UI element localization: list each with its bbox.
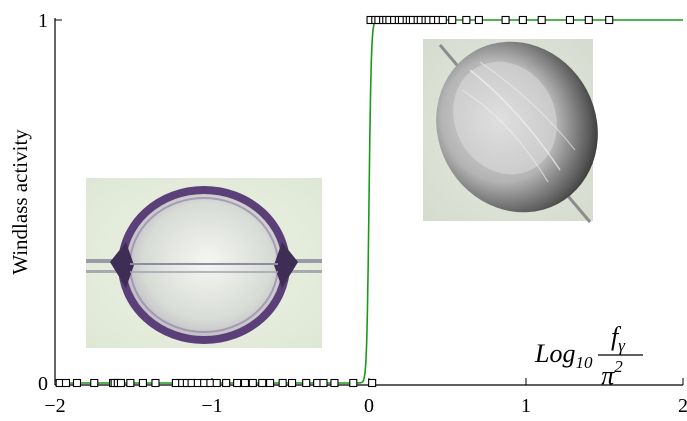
data-point xyxy=(240,378,250,388)
x-tick-label: 2 xyxy=(678,395,687,417)
data-point xyxy=(462,15,471,25)
svg-text:Log10: Log10 xyxy=(534,339,593,372)
xlabel-subscript: 10 xyxy=(575,353,593,372)
data-point xyxy=(565,15,575,25)
data-point xyxy=(368,378,377,388)
svg-text:π2: π2 xyxy=(601,357,623,390)
x-axis-title: Log10 fγ π2 xyxy=(534,322,643,390)
data-point xyxy=(138,378,147,388)
data-point xyxy=(248,378,257,388)
data-point xyxy=(278,378,287,388)
data-point xyxy=(72,378,82,388)
data-point xyxy=(258,378,267,388)
data-point xyxy=(518,15,527,25)
data-point xyxy=(330,378,339,388)
data-point xyxy=(501,15,510,25)
data-point xyxy=(319,378,328,388)
svg-text:fγ: fγ xyxy=(611,322,626,355)
droplet-inset-right xyxy=(423,39,598,223)
data-point xyxy=(61,378,71,388)
y-ticks: 01 xyxy=(38,10,62,395)
data-point xyxy=(349,378,358,388)
data-point xyxy=(151,378,160,388)
data-point xyxy=(266,378,275,388)
xlabel-numerator: f xyxy=(611,322,622,351)
data-point xyxy=(233,378,242,388)
x-tick-label: 0 xyxy=(364,395,374,417)
x-tick-label: −2 xyxy=(44,395,65,417)
data-point xyxy=(537,15,546,25)
xlabel-prefix: Log xyxy=(534,339,575,368)
data-point xyxy=(438,15,447,25)
data-point xyxy=(605,15,614,25)
x-ticks: −2 −1 0 1 2 xyxy=(44,378,687,417)
droplet-inset-left xyxy=(86,178,322,348)
data-point xyxy=(302,378,311,388)
x-tick-label: 1 xyxy=(521,395,531,417)
fit-curve xyxy=(55,19,683,384)
xlabel-denominator-superscript: 2 xyxy=(614,357,623,376)
data-points xyxy=(55,15,614,388)
data-point xyxy=(212,378,221,388)
data-point xyxy=(288,378,297,388)
xlabel-numerator-subscript: γ xyxy=(618,336,626,355)
x-tick-label: −1 xyxy=(201,395,222,417)
data-point xyxy=(90,378,99,388)
y-axis-title: Windlass activity xyxy=(8,129,32,275)
data-point xyxy=(222,378,231,388)
data-point xyxy=(448,15,457,25)
data-point xyxy=(474,15,483,25)
y-tick-label: 1 xyxy=(38,10,48,32)
xlabel-denominator: π xyxy=(601,361,615,390)
y-tick-label: 0 xyxy=(38,373,48,395)
data-point xyxy=(584,15,593,25)
data-point xyxy=(116,378,125,388)
data-point xyxy=(126,378,135,388)
